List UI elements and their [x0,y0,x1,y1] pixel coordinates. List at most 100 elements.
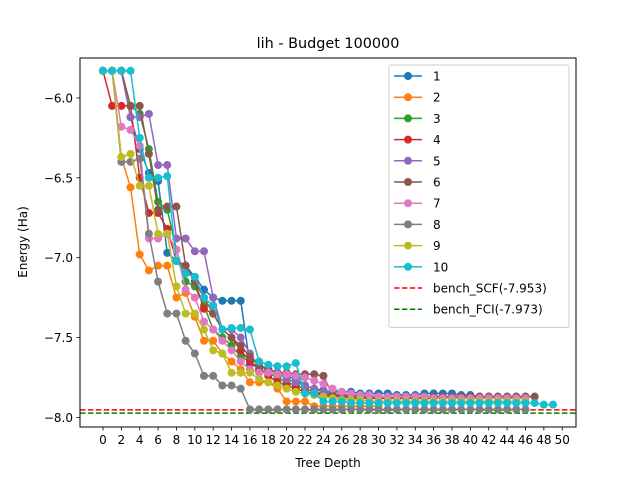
data-point [227,357,236,366]
data-point [245,325,254,334]
y-tick-label: −8.0 [44,411,73,425]
data-point [346,399,355,408]
data-point [236,384,245,393]
data-point [218,296,227,305]
data-point [126,125,135,134]
legend-label: 10 [433,260,448,274]
data-point [319,371,328,380]
data-point [209,371,218,380]
data-point [392,405,401,414]
data-point [117,66,126,75]
x-tick-label: 44 [499,433,514,447]
data-point [255,357,264,366]
data-point [282,362,291,371]
x-tick-label: 16 [242,433,257,447]
data-point [448,399,456,408]
x-tick-label: 24 [316,433,331,447]
data-point [255,405,264,414]
data-point [549,400,558,409]
data-point [346,389,355,398]
data-point [236,333,245,342]
data-point [200,293,208,302]
data-point [227,333,236,342]
legend-label: 4 [433,133,441,147]
legend-item: 10 [394,260,448,274]
data-point [181,285,190,294]
data-point [493,405,502,414]
x-tick-label: 10 [187,433,202,447]
data-point [154,205,163,214]
data-point [374,405,383,414]
data-point [181,269,190,278]
data-point [282,397,291,406]
data-point [402,405,411,414]
data-point [291,405,300,414]
data-point [448,405,456,414]
data-point [135,181,144,190]
data-point [328,405,337,414]
plot-area [80,66,576,414]
data-point [218,325,227,334]
x-tick-label: 38 [444,433,459,447]
data-point [163,309,172,318]
data-point [264,378,273,387]
x-tick-label: 14 [224,433,239,447]
data-point [356,399,365,408]
legend-item: 4 [394,133,441,147]
x-tick-label: 32 [389,433,404,447]
data-point [484,399,493,408]
legend-label: 7 [433,197,441,211]
data-point [236,368,245,377]
legend-item: 6 [394,176,441,190]
data-point [209,346,218,355]
legend-item: 8 [394,218,441,232]
data-point [539,400,548,409]
data-point [319,379,328,388]
data-point [181,309,190,318]
legend-swatch-marker [404,262,412,271]
x-tick-label: 6 [154,433,162,447]
data-point [475,405,484,414]
data-point [301,389,310,398]
data-point [365,405,374,414]
x-axis-label: Tree Depth [294,456,360,470]
data-point [190,349,199,358]
data-point [319,405,328,414]
data-point [144,181,153,190]
x-tick-label: 46 [518,433,533,447]
data-point [135,154,144,163]
data-point [200,371,208,380]
data-point [374,399,383,408]
data-point [466,405,475,414]
legend-label: bench_FCI(-7.973) [433,303,543,317]
data-point [337,397,346,406]
data-point [227,323,236,332]
data-point [190,293,199,302]
data-point [512,399,521,408]
data-point [291,397,300,406]
legend-box [388,64,570,328]
data-point [328,397,337,406]
data-point [310,370,319,379]
data-point [411,405,420,414]
data-point [172,309,181,318]
data-point [154,161,163,170]
data-point [301,397,310,406]
data-point [392,399,401,408]
data-point [98,66,107,75]
data-point [236,341,245,350]
data-point [521,405,530,414]
data-point [420,405,429,414]
legend-swatch-marker [404,220,412,229]
x-tick-label: 48 [536,433,551,447]
legend-swatch-marker [404,135,412,144]
chart-title: lih - Budget 100000 [257,36,400,52]
data-point [108,66,117,75]
x-tick-label: 26 [334,433,349,447]
data-point [457,399,466,408]
data-point [117,101,126,110]
data-point [264,405,273,414]
data-point [200,247,208,256]
y-axis: −8.0 −7.5 −7.0 −6.5 −6.0 [44,91,80,425]
data-point [530,399,539,408]
